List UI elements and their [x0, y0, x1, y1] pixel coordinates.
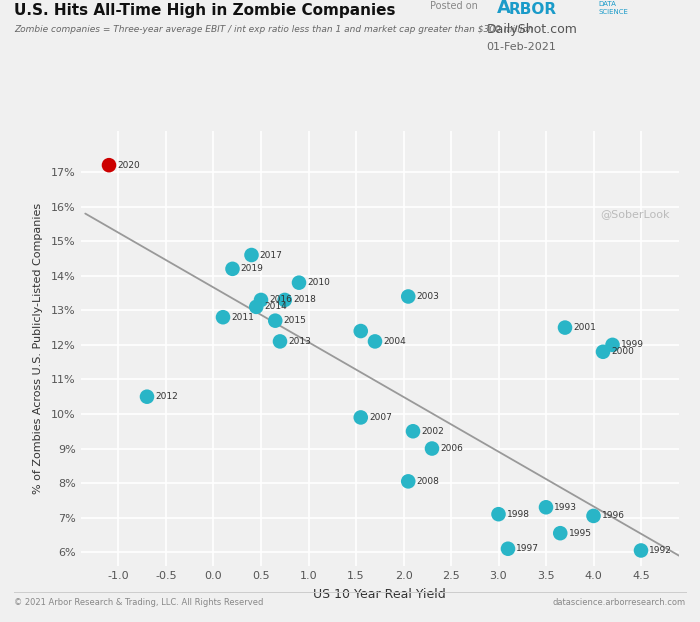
- Text: 2004: 2004: [384, 337, 406, 346]
- Text: 2001: 2001: [573, 323, 596, 332]
- Text: 2014: 2014: [265, 302, 287, 312]
- Point: [426, 443, 438, 453]
- Text: 1993: 1993: [554, 503, 577, 512]
- Text: 1998: 1998: [507, 509, 530, 519]
- Point: [279, 295, 290, 305]
- Point: [636, 545, 647, 555]
- Text: 2006: 2006: [440, 444, 463, 453]
- Text: A: A: [497, 0, 511, 17]
- Text: @SoberLook: @SoberLook: [601, 209, 670, 219]
- Point: [540, 503, 552, 513]
- Text: 1999: 1999: [621, 340, 644, 350]
- Text: DailyShot.com: DailyShot.com: [486, 23, 578, 36]
- Text: © 2021 Arbor Research & Trading, LLC. All Rights Reserved: © 2021 Arbor Research & Trading, LLC. Al…: [14, 598, 263, 607]
- Text: 1995: 1995: [568, 529, 592, 537]
- Text: 2002: 2002: [421, 427, 444, 436]
- Text: 2011: 2011: [231, 313, 254, 322]
- Text: 2015: 2015: [284, 316, 307, 325]
- Point: [141, 392, 153, 402]
- Text: DATA
SCIENCE: DATA SCIENCE: [598, 1, 629, 15]
- Text: 01-Feb-2021: 01-Feb-2021: [486, 42, 556, 52]
- Text: 2012: 2012: [155, 392, 178, 401]
- Y-axis label: % of Zombies Across U.S. Publicly-Listed Companies: % of Zombies Across U.S. Publicly-Listed…: [33, 203, 43, 494]
- Point: [597, 347, 608, 357]
- Point: [270, 316, 281, 326]
- Point: [588, 511, 599, 521]
- Point: [218, 312, 229, 322]
- Text: 2007: 2007: [369, 413, 392, 422]
- Text: datascience.arborresearch.com: datascience.arborresearch.com: [553, 598, 686, 607]
- Text: Zombie companies = Three-year average EBIT / int exp ratio less than 1 and marke: Zombie companies = Three-year average EB…: [14, 25, 533, 34]
- Point: [355, 326, 366, 336]
- Text: 2016: 2016: [270, 295, 292, 304]
- Text: 2019: 2019: [241, 264, 264, 273]
- Point: [246, 250, 257, 260]
- Text: Posted on: Posted on: [430, 1, 478, 11]
- Point: [559, 323, 570, 333]
- Text: 2003: 2003: [416, 292, 440, 301]
- Point: [554, 528, 566, 538]
- Point: [104, 160, 115, 170]
- Text: 2008: 2008: [416, 477, 440, 486]
- Text: 1992: 1992: [650, 546, 672, 555]
- Text: 2000: 2000: [611, 347, 634, 356]
- Point: [355, 412, 366, 422]
- Point: [402, 476, 414, 486]
- Point: [274, 337, 286, 346]
- Text: RBOR: RBOR: [509, 2, 557, 17]
- Point: [256, 295, 267, 305]
- Point: [607, 340, 618, 350]
- Text: 2013: 2013: [288, 337, 312, 346]
- Point: [293, 277, 304, 287]
- X-axis label: US 10 Year Real Yield: US 10 Year Real Yield: [314, 588, 446, 601]
- Text: 1997: 1997: [517, 544, 539, 553]
- Text: 2018: 2018: [293, 295, 316, 304]
- Point: [370, 337, 381, 346]
- Text: 2010: 2010: [307, 278, 330, 287]
- Text: 1996: 1996: [602, 511, 625, 521]
- Point: [503, 544, 514, 554]
- Text: 2020: 2020: [118, 160, 140, 170]
- Point: [402, 292, 414, 302]
- Point: [493, 509, 504, 519]
- Point: [407, 426, 419, 436]
- Text: 2017: 2017: [260, 251, 283, 259]
- Point: [251, 302, 262, 312]
- Text: U.S. Hits All-Time High in Zombie Companies: U.S. Hits All-Time High in Zombie Compan…: [14, 3, 395, 18]
- Point: [227, 264, 238, 274]
